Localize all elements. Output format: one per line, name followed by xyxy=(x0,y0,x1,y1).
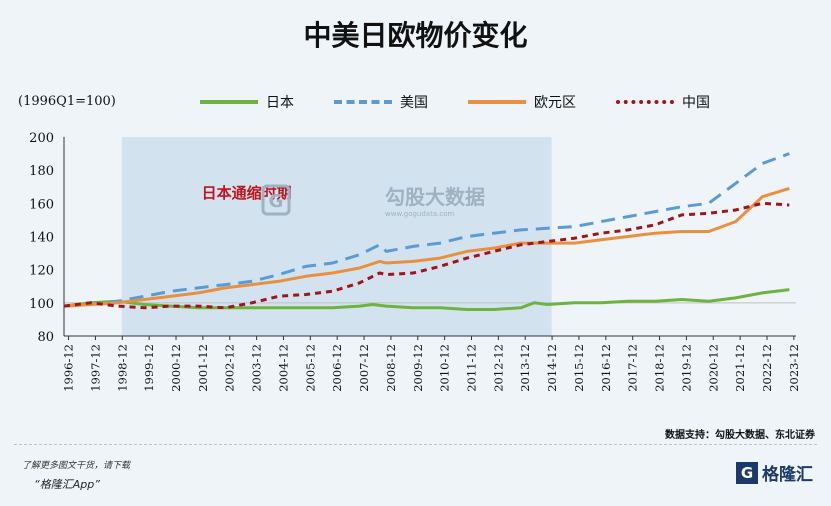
x-tick-label: 2008-12 xyxy=(384,344,398,392)
watermark-logo-letter: G xyxy=(269,191,284,212)
x-tick-label: 2009-12 xyxy=(411,344,425,392)
x-tick-label: 2020-12 xyxy=(706,344,720,392)
x-tick-label: 2002-12 xyxy=(223,344,237,392)
y-tick-label: 120 xyxy=(29,264,54,279)
x-tick-label: 2016-12 xyxy=(599,344,613,392)
y-axis-unit-label: (1996Q1=100) xyxy=(18,94,116,109)
y-tick-label: 80 xyxy=(37,330,54,345)
app-name: “格隆汇App” xyxy=(34,478,100,491)
x-tick-label: 2012-12 xyxy=(491,344,505,392)
x-tick-label: 2023-12 xyxy=(787,344,801,392)
legend-swatch-china xyxy=(616,100,674,104)
legend-label-us: 美国 xyxy=(400,95,428,111)
x-tick-label: 2000-12 xyxy=(169,344,183,392)
brand-name: 格隆汇 xyxy=(762,465,813,485)
series-line-china xyxy=(63,201,790,310)
series-line-eurozone xyxy=(63,186,790,308)
brand-logo-icon: G xyxy=(736,461,758,484)
download-prompt: 了解更多图文干货，请下载 xyxy=(22,461,131,471)
legend-swatch-us xyxy=(334,100,392,104)
legend-label-china: 中国 xyxy=(682,95,710,111)
legend-label-japan: 日本 xyxy=(266,95,294,111)
x-tick-label: 2014-12 xyxy=(545,344,559,392)
x-tick-label: 1997-12 xyxy=(88,344,102,392)
series-line-japan xyxy=(63,288,790,311)
legend-swatch-japan xyxy=(200,100,258,104)
x-tick-label: 2001-12 xyxy=(196,344,210,392)
watermark-logo-icon xyxy=(261,184,291,216)
x-tick-label: 2011-12 xyxy=(465,344,479,392)
y-tick-label: 200 xyxy=(29,131,54,146)
y-tick-label: 140 xyxy=(29,231,54,246)
legend-item-us: 美国 xyxy=(334,92,428,112)
x-tick-label: 2006-12 xyxy=(330,344,344,392)
x-tick-label: 1998-12 xyxy=(115,344,129,392)
x-tick-label: 2004-12 xyxy=(276,344,290,392)
legend-item-china: 中国 xyxy=(616,92,710,112)
shaded-period-label: 日本通缩时期 xyxy=(202,184,292,202)
brand-logo: G 格隆汇 xyxy=(736,460,813,485)
x-tick-label: 2019-12 xyxy=(679,344,693,392)
x-tick-label: 2005-12 xyxy=(303,344,317,392)
legend-item-eurozone: 欧元区 xyxy=(468,92,576,112)
y-tick-label: 100 xyxy=(29,297,54,312)
y-tick-label: 160 xyxy=(29,197,54,212)
x-tick-label: 2018-12 xyxy=(653,344,667,392)
x-tick-label: 2003-12 xyxy=(250,344,264,392)
watermark-text: 勾股大数据 xyxy=(385,185,485,209)
legend-swatch-eurozone xyxy=(468,100,526,104)
chart-legend: 日本 美国 欧元区 中国 xyxy=(200,92,750,112)
data-source-note: 数据支持：勾股大数据、东北证券 xyxy=(665,430,815,441)
x-tick-label: 1996-12 xyxy=(62,344,76,392)
x-tick-label: 2021-12 xyxy=(733,344,747,392)
watermark-subtext: www.gogudata.com xyxy=(385,210,454,218)
x-tick-label: 1999-12 xyxy=(142,344,156,392)
x-tick-label: 2022-12 xyxy=(760,344,774,392)
x-tick-label: 2015-12 xyxy=(572,344,586,392)
legend-label-eurozone: 欧元区 xyxy=(534,95,576,111)
legend-item-japan: 日本 xyxy=(200,92,294,112)
page-title: 中美日欧物价变化 xyxy=(303,19,528,52)
y-tick-label: 180 xyxy=(29,164,54,179)
x-tick-label: 2017-12 xyxy=(626,344,640,392)
series-line-us xyxy=(63,152,790,308)
footer-divider xyxy=(14,444,817,445)
x-tick-label: 2007-12 xyxy=(357,344,371,392)
x-tick-label: 2013-12 xyxy=(518,344,532,392)
x-tick-label: 2010-12 xyxy=(438,344,452,392)
